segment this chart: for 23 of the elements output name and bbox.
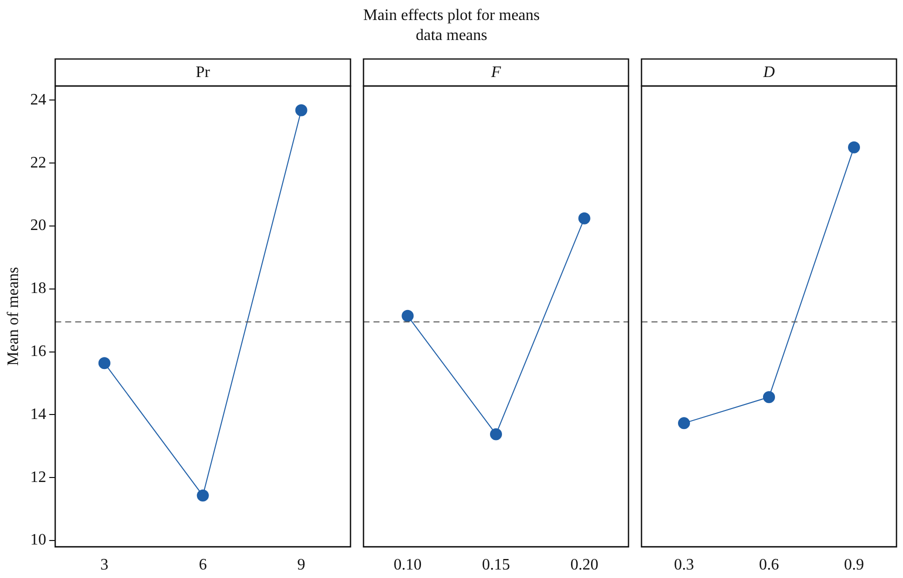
y-tick-label: 24 bbox=[30, 91, 46, 108]
x-tick-label: 0.10 bbox=[394, 556, 422, 574]
y-tick-label: 14 bbox=[30, 406, 46, 423]
y-tick-label: 22 bbox=[30, 154, 46, 172]
x-tick-label: 0.20 bbox=[570, 556, 598, 574]
y-tick-label: 20 bbox=[30, 217, 46, 234]
y-tick-label: 18 bbox=[30, 280, 46, 298]
y-axis-title: Mean of means bbox=[4, 267, 22, 366]
text: data means bbox=[414, 26, 488, 46]
x-tick-label: 0.6 bbox=[759, 556, 779, 574]
chart-title: Pr bbox=[196, 64, 211, 82]
x-tick-label: 0.15 bbox=[482, 556, 510, 574]
x-tick-label: 0.9 bbox=[844, 556, 864, 574]
x-tick-label: 0.3 bbox=[674, 556, 694, 574]
x-tick-label: 6 bbox=[198, 556, 207, 574]
chart-title: D bbox=[762, 64, 776, 82]
x-tick-label: 9 bbox=[297, 556, 306, 574]
text: Main effects plot for means bbox=[362, 6, 541, 26]
chart-title: F bbox=[490, 64, 502, 82]
y-tick-label: 16 bbox=[30, 342, 46, 360]
y-tick-label: 10 bbox=[30, 532, 46, 549]
x-tick-label: 3 bbox=[100, 556, 108, 574]
y-tick-label: 12 bbox=[30, 468, 46, 486]
